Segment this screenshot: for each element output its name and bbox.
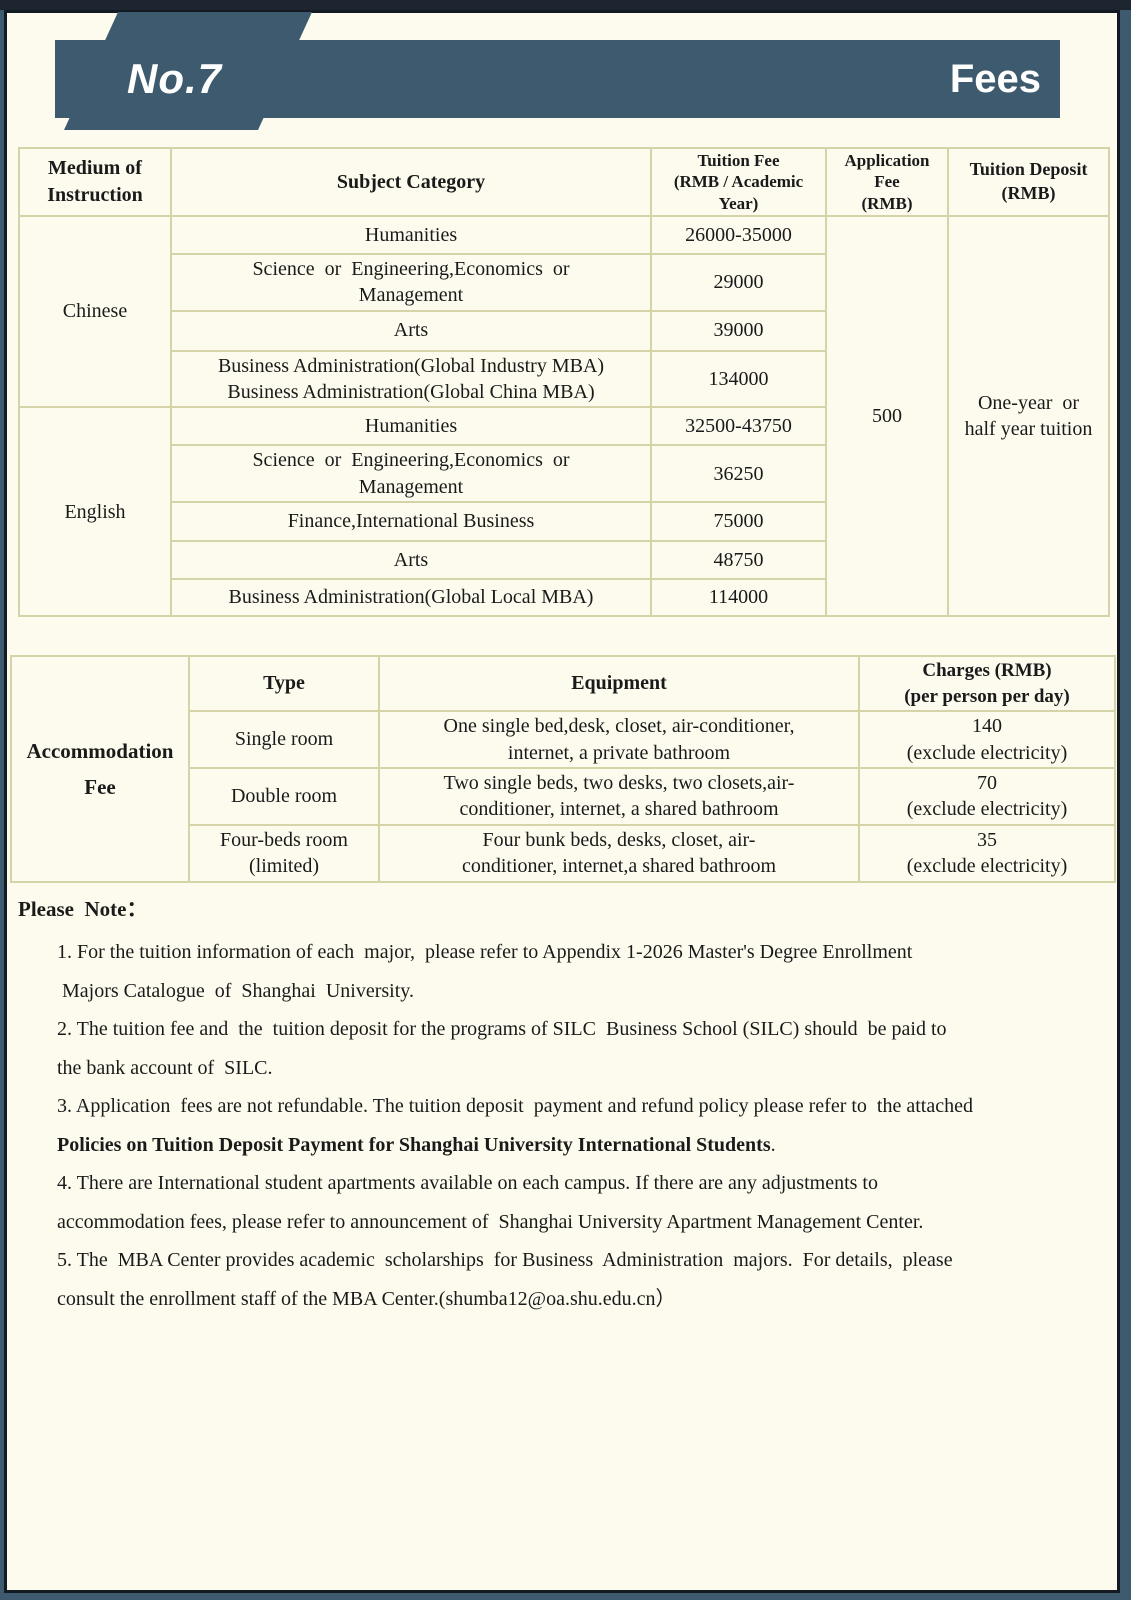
category-cell: Science or Engineering,Economics or Mana…	[170, 252, 652, 312]
accommodation-fee-label: Accommodation Fee	[10, 655, 190, 883]
col-header-type: Type	[188, 654, 380, 713]
frame-top-band	[0, 0, 1131, 10]
col-header-tuition-deposit: Tuition Deposit (RMB)	[947, 147, 1110, 217]
room-type-cell: Single room	[188, 710, 380, 770]
table-row: Science or Engineering,Economics or Mana…	[19, 444, 1109, 504]
table-row: Business Administration(Global Industry …	[19, 349, 1109, 409]
table-row: Four-beds room (limited) Four bunk beds,…	[11, 823, 1116, 883]
notes-heading: Please Note：	[18, 897, 148, 921]
equipment-cell: One single bed,desk, closet, air-conditi…	[378, 710, 860, 770]
equipment-cell: Two single beds, two desks, two closets,…	[378, 767, 860, 826]
fee-cell: 32500-43750	[650, 406, 827, 447]
category-cell: Finance,International Business	[170, 501, 652, 543]
note-item-3: 3. Application fees are not refundable. …	[57, 1087, 1106, 1164]
banner-number: No.7	[127, 55, 223, 102]
room-type-cell: Four-beds room (limited)	[188, 823, 380, 883]
table-row: English Humanities 32500-43750	[18, 406, 1109, 618]
accommodation-fee-table: Accommodation Fee Type Equipment Charges…	[10, 654, 1116, 883]
category-cell: Business Administration(Global Industry …	[170, 349, 652, 409]
col-header-medium: Medium of Instruction	[18, 147, 172, 217]
equipment-cell: Four bunk beds, desks, closet, air- cond…	[378, 823, 860, 883]
col-header-tuition-fee: Tuition Fee (RMB / Academic Year)	[650, 147, 827, 217]
fee-cell: 39000	[650, 309, 827, 352]
fee-cell: 26000-35000	[650, 214, 827, 255]
col-header-category: Subject Category	[170, 147, 652, 217]
medium-chinese-cell: Chinese	[18, 214, 172, 409]
page-content: No.7 Fees Medium of Instruction Subject …	[7, 12, 1117, 1590]
page-frame: No.7 Fees Medium of Instruction Subject …	[4, 10, 1120, 1593]
note-item-5: 5. The MBA Center provides academic scho…	[57, 1249, 953, 1310]
category-cell: Science or Engineering,Economics or Mana…	[170, 444, 652, 504]
category-cell: Arts	[170, 540, 652, 581]
table-row: Arts 48750	[19, 540, 1109, 581]
category-cell: Humanities	[170, 214, 652, 255]
note-item-2: 2. The tuition fee and the tuition depos…	[57, 1018, 947, 1079]
col-header-application-fee: Application Fee (RMB)	[825, 147, 949, 217]
table-row: Finance,International Business 75000	[19, 501, 1109, 543]
tuition-header-row: Medium of Instruction Subject Category T…	[18, 147, 1110, 217]
application-fee-cell: 500	[825, 214, 949, 618]
room-type-cell: Double room	[188, 767, 380, 826]
tuition-fee-table: Medium of Instruction Subject Category T…	[18, 147, 1110, 618]
note-item-3-bold-policy-title: Policies on Tuition Deposit Payment for …	[57, 1133, 771, 1156]
col-header-charges: Charges (RMB) (per person per day)	[858, 654, 1116, 713]
table-row: Chinese Humanities 26000-35000 500 One-y…	[18, 214, 1110, 618]
note-item-3-suffix: .	[770, 1133, 776, 1156]
medium-english-cell: English	[18, 406, 172, 618]
charges-cell: 140 (exclude electricity)	[858, 710, 1116, 770]
table-row: Business Administration(Global Local MBA…	[19, 578, 1109, 618]
tuition-deposit-cell: One-year or half year tuition	[947, 214, 1110, 618]
note-item-3-text: 3. Application fees are not refundable. …	[57, 1095, 973, 1117]
accommodation-header-row: Accommodation Fee Type Equipment Charges…	[10, 654, 1116, 883]
charges-cell: 70 (exclude electricity)	[858, 767, 1116, 826]
note-item-1: 1. For the tuition information of each m…	[57, 941, 913, 1002]
header-banner: No.7 Fees	[7, 12, 1117, 158]
charges-cell: 35 (exclude electricity)	[858, 823, 1116, 883]
category-cell: Business Administration(Global Local MBA…	[170, 578, 652, 618]
fee-cell: 75000	[650, 501, 827, 543]
fee-cell: 134000	[650, 349, 827, 409]
category-cell: Humanities	[170, 406, 652, 447]
table-row: Arts 39000	[19, 309, 1109, 352]
table-row: Science or Engineering,Economics or Mana…	[19, 252, 1109, 312]
fee-cell: 48750	[650, 540, 827, 581]
banner-bar	[55, 40, 1060, 118]
fee-cell: 114000	[650, 578, 827, 618]
notes-list: 1. For the tuition information of each m…	[18, 933, 1106, 1318]
table-row: Single room One single bed,desk, closet,…	[11, 710, 1116, 770]
fee-cell: 29000	[650, 252, 827, 312]
note-item-4: 4. There are International student apart…	[57, 1172, 924, 1233]
notes-section: Please Note： 1. For the tuition informat…	[18, 893, 1106, 1318]
category-cell: Arts	[170, 309, 652, 352]
col-header-equipment: Equipment	[378, 654, 860, 713]
page-title: Fees	[949, 57, 1041, 101]
table-row: Double room Two single beds, two desks, …	[11, 767, 1116, 826]
fee-cell: 36250	[650, 444, 827, 504]
